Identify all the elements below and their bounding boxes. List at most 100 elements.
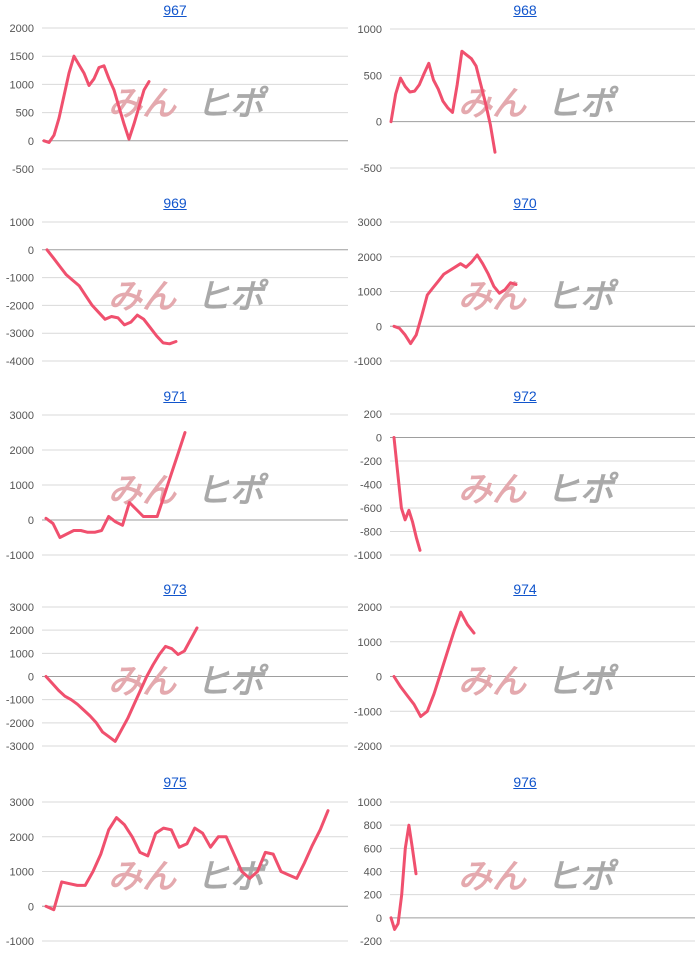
y-tick-label: -800 [360,527,382,539]
chart-panel: 3000 2000 1000 0 -1000 みん ヒポ 971 [0,386,350,579]
svg-text:みん: みん [108,278,177,316]
chart-panel: 1000 0 -1000 -2000 -3000 -4000 みん ヒポ 969 [0,193,350,386]
y-tick-label: 600 [364,843,382,855]
y-tick-label: 0 [28,245,34,257]
y-tick-label: 0 [376,117,382,129]
watermark-logo: みん ヒポ [458,471,619,509]
y-tick-label: 1000 [10,867,34,879]
svg-text:ヒポ: ヒポ [196,85,269,123]
y-tick-label: 1000 [10,480,34,492]
svg-text:みん: みん [458,85,527,123]
y-tick-label: 0 [28,672,34,684]
y-tick-label: -1000 [6,695,34,707]
y-tick-label: 1000 [358,797,382,809]
chart-title-link[interactable]: 976 [513,774,537,790]
watermark-logo: みん ヒポ [108,663,269,701]
chart-title-link[interactable]: 972 [513,388,537,404]
y-tick-label: -2000 [6,300,34,312]
y-tick-label: 200 [364,890,382,902]
y-tick-label: 2000 [10,832,34,844]
svg-text:ヒポ: ヒポ [546,858,619,896]
series-line [44,431,187,539]
chart-title-link[interactable]: 970 [513,195,537,211]
chart-title-link[interactable]: 967 [163,2,187,18]
y-tick-label: -3000 [6,741,34,753]
svg-text:ヒポ: ヒポ [546,663,619,701]
svg-text:みん: みん [108,663,177,701]
svg-text:ヒポ: ヒポ [546,85,619,123]
svg-text:ヒポ: ヒポ [196,472,269,510]
y-tick-label: 400 [364,867,382,879]
svg-text:ヒポ: ヒポ [196,858,269,896]
y-tick-label: 1500 [10,51,34,63]
y-tick-label: 3000 [10,410,34,422]
chart-title-link[interactable]: 968 [513,2,537,18]
series-line [389,823,418,931]
series-line [389,49,497,154]
y-tick-label: -1000 [354,550,382,562]
watermark-logo: みん ヒポ [458,858,619,896]
watermark-logo: みん ヒポ [458,278,619,316]
y-tick-label: 1000 [358,24,382,36]
y-tick-label: 0 [28,136,34,148]
y-tick-label: 1000 [358,287,382,299]
y-tick-label: -1000 [6,273,34,285]
svg-text:ヒポ: ヒポ [196,278,269,316]
y-tick-label: 1000 [10,648,34,660]
y-tick-label: -1000 [354,706,382,718]
y-tick-label: -2000 [354,741,382,753]
y-tick-label: 2000 [10,23,34,35]
svg-text:みん: みん [108,858,177,896]
y-tick-label: 500 [364,70,382,82]
y-tick-label: 1000 [10,217,34,229]
y-tick-label: -1000 [6,936,34,948]
series-line [392,436,422,552]
y-tick-label: 500 [16,108,34,120]
y-tick-label: -600 [360,503,382,515]
chart-svg: 200 0 -200 -400 -600 -800 -1000 みん ヒポ [354,409,695,562]
series-line [45,248,178,346]
y-tick-label: 0 [376,433,382,445]
y-tick-label: 0 [376,321,382,333]
watermark-logo: みん ヒポ [458,663,619,701]
chart-panel: 3000 2000 1000 0 -1000 -2000 -3000 みん ヒポ 973 [0,579,350,772]
y-tick-label: -400 [360,480,382,492]
y-tick-label: -1000 [354,356,382,368]
chart-panel: 1000 800 600 400 200 0 -200 みん ヒポ 976 [350,772,700,965]
chart-panel: 200 0 -200 -400 -600 -800 -1000 みん ヒポ 972 [350,386,700,579]
watermark-logo: みん ヒポ [108,278,269,316]
y-tick-label: 2000 [10,625,34,637]
chart-svg: 2000 1500 1000 500 0 -500 みん ヒポ [10,23,348,176]
svg-text:みん: みん [458,858,527,896]
chart-title-link[interactable]: 973 [163,581,187,597]
y-tick-label: -2000 [6,718,34,730]
series-line [392,610,476,718]
chart-title-link[interactable]: 974 [513,581,537,597]
y-tick-label: 800 [364,820,382,832]
y-tick-label: 0 [376,672,382,684]
chart-panel: 2000 1000 0 -1000 -2000 みん ヒポ 974 [350,579,700,772]
y-tick-label: -500 [360,163,382,175]
chart-svg: 1000 500 0 -500 みん ヒポ [358,24,695,175]
chart-svg: 2000 1000 0 -1000 -2000 みん ヒポ [354,602,695,753]
y-tick-label: -200 [360,936,382,948]
svg-text:みん: みん [458,663,527,701]
svg-text:ヒポ: ヒポ [546,471,619,509]
chart-panel: 2000 1500 1000 500 0 -500 みん ヒポ 967 [0,0,350,193]
chart-panel: 1000 500 0 -500 みん ヒポ 968 [350,0,700,193]
svg-text:みん: みん [458,471,527,509]
chart-title-link[interactable]: 969 [163,195,187,211]
chart-svg: 3000 2000 1000 0 -1000 -2000 -3000 みん ヒポ [6,602,348,753]
series-line [42,54,151,144]
y-tick-label: 0 [28,901,34,913]
chart-title-link[interactable]: 975 [163,774,187,790]
series-line [44,809,330,912]
y-tick-label: -4000 [6,356,34,368]
y-tick-label: 2000 [10,445,34,457]
chart-title-link[interactable]: 971 [163,388,187,404]
watermark-logo: みん ヒポ [108,858,269,896]
